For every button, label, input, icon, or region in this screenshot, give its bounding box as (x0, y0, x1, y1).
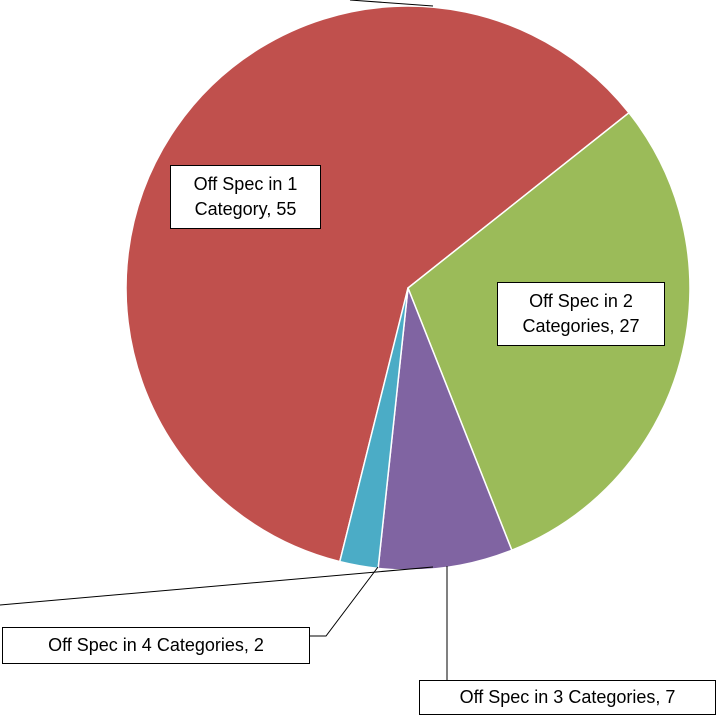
data-label: Off Spec in 4 Categories, 2 (2, 627, 310, 664)
leader-line (0, 566, 434, 606)
pie-slice (338, 287, 409, 570)
leader-line (349, 0, 434, 7)
leader-lines (0, 0, 448, 680)
data-label: Off Spec in 1 Category, 55 (170, 165, 321, 229)
pie-slice (377, 287, 513, 571)
data-label: Off Spec in 3 Categories, 7 (419, 680, 716, 715)
data-label: Off Spec in 2 Categories, 27 (497, 282, 665, 346)
pie-slice (125, 5, 631, 563)
leader-line (309, 566, 379, 637)
